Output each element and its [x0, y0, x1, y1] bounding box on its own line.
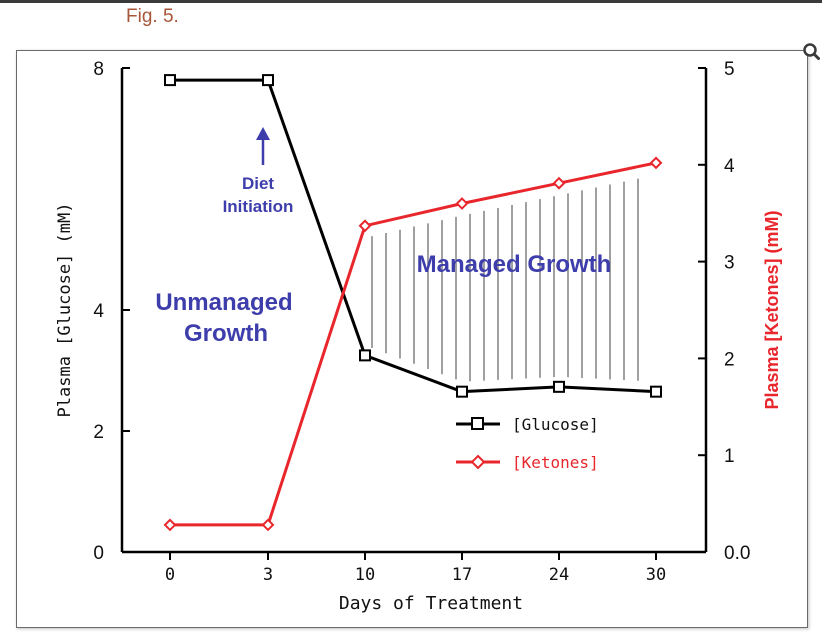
right-tick-label: 0.0	[724, 543, 750, 564]
diet-initiation-annotation: Diet Initiation	[223, 127, 294, 216]
x-tick-label: 17	[452, 565, 472, 585]
right-tick-label: 4	[724, 156, 735, 177]
right-axis-title: Plasma [Ketones] (mM)	[762, 210, 782, 409]
diet-label-line1: Diet	[242, 174, 274, 193]
legend-ketones-label: [Ketones]	[512, 453, 599, 472]
ketones-point	[455, 197, 469, 210]
ketones-point	[552, 176, 566, 190]
ketones-point	[163, 518, 177, 532]
legend: [Glucose] [Ketones]	[456, 415, 599, 472]
legend-ketones-marker	[470, 454, 486, 470]
right-tick-label: 3	[724, 253, 735, 274]
left-tick-label: 8	[93, 59, 104, 80]
ketones-point	[358, 219, 372, 233]
glucose-point	[164, 74, 176, 87]
glucose-point	[262, 74, 274, 87]
diet-label-line2: Initiation	[223, 197, 294, 216]
x-tick-label: 3	[263, 565, 273, 585]
right-tick-label: 5	[724, 59, 735, 80]
right-tick-label: 2	[724, 349, 735, 370]
glucose-point	[650, 385, 662, 398]
left-axis-title: Plasma [Glucose] (mM)	[55, 203, 75, 418]
x-tick-label: 30	[646, 565, 666, 585]
left-tick-label: 2	[93, 422, 104, 443]
left-tick-label: 4	[93, 301, 104, 322]
ketones-point	[649, 156, 663, 170]
managed-growth-hatch	[371, 178, 639, 382]
series-lines	[170, 78, 657, 527]
managed-growth-label: Managed Growth	[417, 251, 612, 278]
figure-frame	[16, 50, 808, 628]
right-tick-label: 1	[724, 446, 735, 467]
glucose-point	[359, 349, 371, 362]
glucose-line	[170, 78, 657, 394]
series-markers	[163, 74, 663, 532]
x-axis-title: Days of Treatment	[339, 593, 523, 614]
glucose-point	[456, 385, 468, 398]
x-tick-label: 0	[165, 565, 175, 585]
glucose-point	[553, 380, 565, 393]
zoom-magnifier-icon[interactable]	[802, 42, 820, 60]
axes	[120, 67, 708, 560]
unmanaged-growth-annotation: Unmanaged Growth	[155, 289, 292, 347]
x-tick-label: 24	[549, 565, 569, 585]
legend-glucose-label: [Glucose]	[512, 415, 599, 434]
unmanaged-line2: Growth	[184, 320, 268, 347]
legend-glucose-marker	[471, 417, 484, 430]
left-tick-label: 0	[93, 543, 104, 564]
diet-arrow-head	[256, 127, 270, 140]
figure-caption: Fig. 5.	[126, 6, 179, 27]
ketones-line	[170, 161, 657, 527]
unmanaged-line1: Unmanaged	[155, 289, 292, 316]
ketones-point	[261, 518, 275, 532]
top-rule	[0, 0, 822, 3]
x-tick-label: 10	[355, 565, 375, 585]
